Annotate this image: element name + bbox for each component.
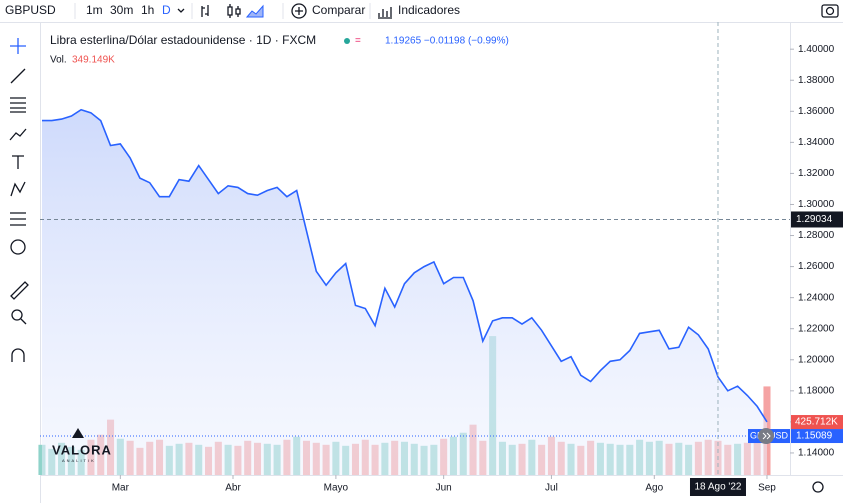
bars-icon[interactable] bbox=[201, 5, 209, 17]
indicators-icon[interactable] bbox=[378, 7, 392, 19]
y-tick-label: 1.38000 bbox=[798, 75, 835, 86]
symbol[interactable]: GBPUSD bbox=[5, 3, 56, 17]
volume-bar bbox=[38, 444, 46, 475]
x-tick-label: Ago bbox=[645, 483, 663, 494]
last-volume-box bbox=[791, 415, 843, 430]
price-area bbox=[41, 109, 768, 475]
volume-label: Vol. bbox=[50, 55, 67, 66]
area-icon[interactable] bbox=[245, 4, 264, 18]
interval-active[interactable]: D bbox=[162, 3, 171, 17]
zoom-handle bbox=[20, 318, 27, 325]
y-tick-label: 1.20000 bbox=[798, 354, 835, 365]
indicators-button[interactable]: Indicadores bbox=[398, 3, 460, 17]
prediction-tool[interactable] bbox=[10, 212, 26, 226]
last-price: 1.15089 bbox=[796, 431, 833, 442]
x-tick-label: Jun bbox=[436, 483, 452, 494]
compare-button[interactable]: Comparar bbox=[312, 3, 365, 17]
y-tick-label: 1.26000 bbox=[798, 261, 835, 272]
pattern-tool[interactable] bbox=[9, 128, 27, 141]
y-tick-label: 1.30000 bbox=[798, 199, 835, 210]
logo: VALORA bbox=[52, 442, 112, 457]
left-toolbar bbox=[9, 38, 29, 362]
compare-plus[interactable] bbox=[295, 7, 303, 15]
x-tick-label: Jul bbox=[545, 483, 558, 494]
compare-icon[interactable] bbox=[291, 3, 307, 19]
measure-tool[interactable] bbox=[10, 281, 29, 300]
y-tick-label: 1.24000 bbox=[798, 292, 835, 303]
camera-lens bbox=[825, 6, 835, 16]
camera-icon[interactable] bbox=[821, 4, 839, 18]
top-toolbar bbox=[0, 0, 843, 22]
y-tick-label: 1.18000 bbox=[798, 385, 835, 396]
projection-tool[interactable] bbox=[10, 181, 26, 197]
plot: 1.40000 1.38000 1.36000 1.34000 1.32000 1.300… bbox=[38, 44, 835, 494]
quote: 1.19265 −0.01198 (−0.99%) bbox=[385, 36, 509, 47]
logo-mark bbox=[72, 428, 84, 438]
status-dot bbox=[344, 38, 350, 44]
interval[interactable]: 30m bbox=[110, 3, 133, 17]
y-tick-label: 1.14000 bbox=[798, 448, 835, 459]
chevron[interactable] bbox=[177, 8, 185, 13]
volume-value: 349.149K bbox=[72, 55, 115, 66]
zoom-tool[interactable] bbox=[11, 309, 23, 321]
x-tick-label: Mayo bbox=[324, 483, 349, 494]
y-tick-label: 1.36000 bbox=[798, 106, 835, 117]
logo-sub: ANALITIK bbox=[62, 458, 96, 463]
crosshair-tool[interactable] bbox=[10, 38, 26, 54]
compare-mark: = bbox=[355, 36, 361, 47]
last-price-box bbox=[791, 429, 843, 444]
crosshair-date: 18 Ago '22 bbox=[695, 482, 742, 493]
chart-title: Libra esterlina/Dólar estadounidense · 1… bbox=[50, 33, 316, 47]
price-line bbox=[42, 108, 768, 423]
candles-icon[interactable] bbox=[227, 4, 241, 18]
y-tick-label: 1.22000 bbox=[798, 323, 835, 334]
fib-tool[interactable] bbox=[10, 97, 26, 113]
y-tick-label: 1.28000 bbox=[798, 230, 835, 241]
interval[interactable]: 1h bbox=[141, 3, 154, 17]
settings-icon[interactable] bbox=[812, 481, 824, 493]
text-tool[interactable] bbox=[12, 155, 24, 169]
scroll-arrow bbox=[762, 432, 771, 440]
x-tick-label: Sep bbox=[758, 483, 776, 494]
magnet-tool[interactable] bbox=[11, 348, 25, 362]
y-tick-label: 1.34000 bbox=[798, 137, 835, 148]
crosshair-price: 1.29034 bbox=[796, 214, 833, 225]
icon-tool[interactable] bbox=[10, 239, 26, 255]
x-tick-label: Mar bbox=[112, 483, 130, 494]
y-tick-label: 1.40000 bbox=[798, 44, 835, 55]
crosshair-date-box bbox=[689, 478, 746, 496]
trendline-tool[interactable] bbox=[10, 68, 26, 84]
last-volume: 425.712K bbox=[795, 417, 838, 428]
x-tick-label: Abr bbox=[225, 483, 241, 494]
crosshair-price-box bbox=[791, 211, 843, 228]
interval[interactable]: 1m bbox=[86, 3, 103, 17]
y-tick-label: 1.32000 bbox=[798, 168, 835, 179]
